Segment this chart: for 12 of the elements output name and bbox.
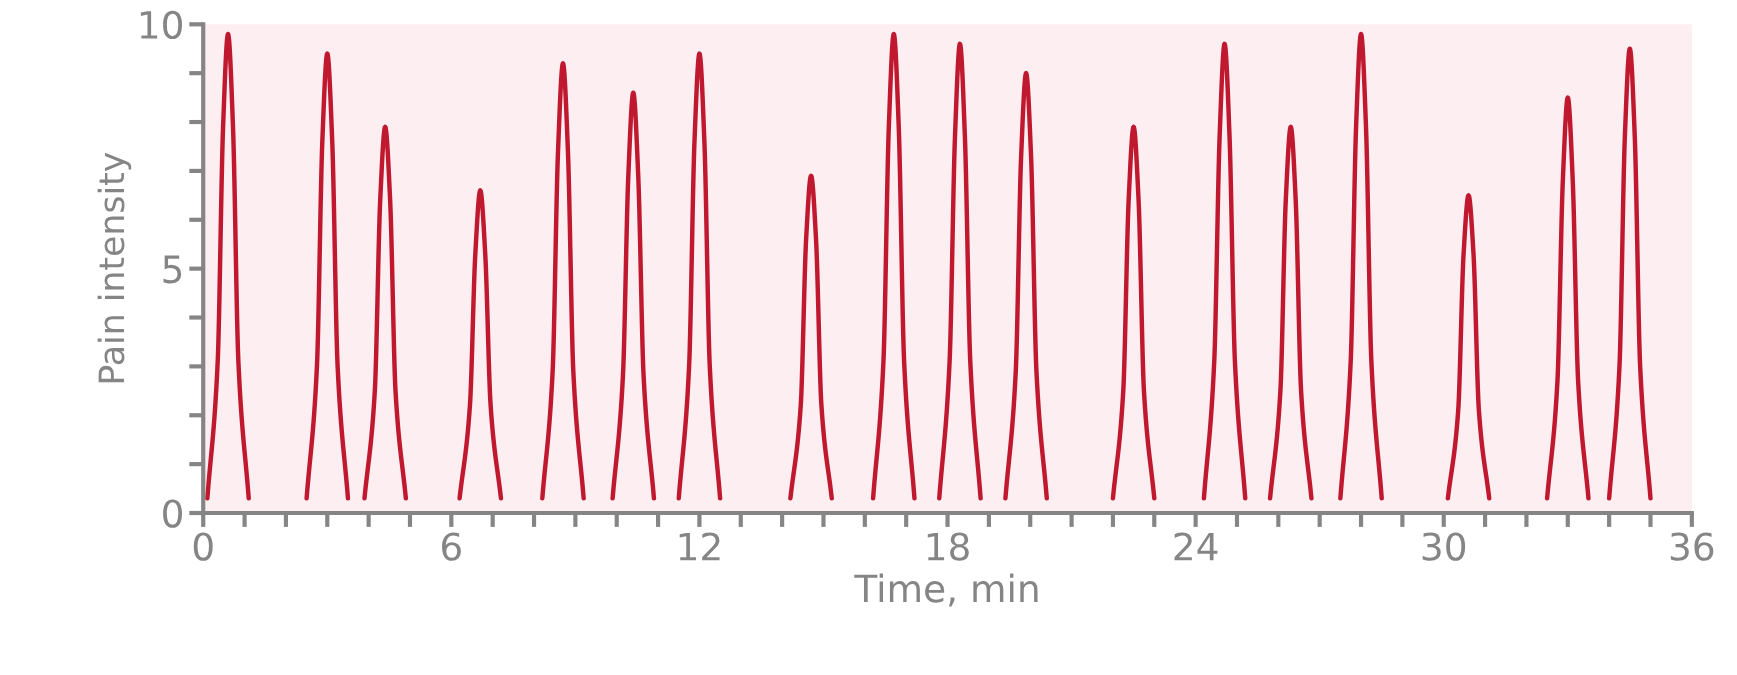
y-tick-label: 0 [163, 499, 182, 528]
x-tick-label: 12 [679, 532, 720, 561]
y-axis-title: Pain intensity [97, 152, 132, 383]
x-tick-label: 24 [1174, 532, 1218, 561]
y-tick-label: 5 [163, 255, 182, 284]
x-tick-label: 0 [193, 532, 213, 561]
y-tick-label: 10 [140, 10, 182, 40]
x-tick-label: 36 [1670, 532, 1714, 561]
x-tick-label: 30 [1422, 532, 1466, 561]
x-axis-title: Time, min [854, 573, 1038, 607]
x-tick-label: 18 [927, 532, 969, 561]
x-tick-label: 6 [442, 532, 461, 561]
